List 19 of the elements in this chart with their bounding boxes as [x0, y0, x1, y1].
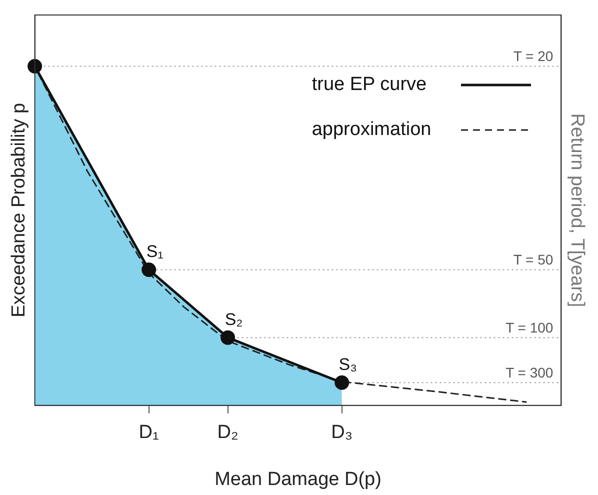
point	[220, 330, 236, 345]
legend-label: approximation	[312, 119, 432, 141]
point	[142, 262, 156, 277]
annotation: S₂	[224, 310, 243, 329]
point	[334, 375, 350, 390]
annotation: T = 300	[506, 364, 554, 381]
x-axis-title: Mean Damage D(p)	[214, 468, 382, 490]
point	[28, 58, 42, 74]
y-axis-title: Exceedance Probability p	[8, 102, 30, 318]
annotation: T = 50	[513, 252, 554, 268]
x-tick-label: D₂	[217, 422, 238, 444]
y2-axis-title: Return period, T[years]	[566, 113, 588, 308]
annotation: S₃	[338, 354, 357, 374]
x-tick-label: D₁	[138, 422, 159, 444]
annotation: S₁	[146, 242, 164, 261]
x-tick-label: D₃	[331, 422, 353, 444]
legend-label: true EP curve	[312, 74, 427, 96]
annotation: T = 20	[513, 48, 554, 64]
annotation: T = 100	[506, 319, 554, 336]
